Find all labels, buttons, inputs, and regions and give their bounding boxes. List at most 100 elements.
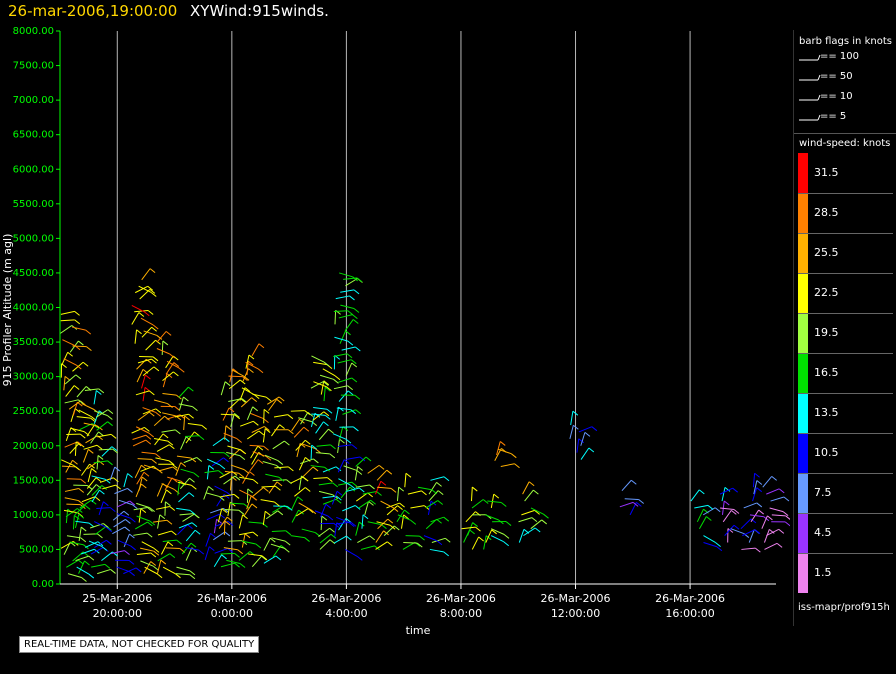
y-tick-label: 6000.00 (13, 164, 54, 175)
wind-barb (117, 539, 131, 547)
wind-barb (136, 369, 144, 383)
wind-barb-flag (326, 386, 332, 392)
speed-swatch (798, 473, 808, 513)
wind-barb-flag (514, 463, 520, 469)
wind-barb-flag (276, 398, 283, 404)
y-tick-label: 7000.00 (13, 95, 54, 106)
wind-barb (220, 413, 235, 416)
wind-barb (339, 272, 353, 278)
wind-barb (764, 542, 778, 550)
wind-barb (161, 483, 175, 490)
wind-barb-flag (149, 390, 155, 396)
wind-barb (72, 515, 75, 530)
wind-barb-flag (146, 532, 153, 538)
wind-barb-flag (164, 415, 170, 421)
wind-barb (429, 548, 444, 553)
wind-barb (320, 380, 325, 395)
wind-barb-flag (493, 493, 500, 499)
wind-barb (240, 397, 252, 408)
barb-legend: == 100 == 50 == 10 == 5 (794, 51, 896, 131)
wind-barb (78, 526, 82, 541)
wind-barb-flag (255, 543, 262, 549)
wind-barb-flag (149, 507, 155, 513)
wind-barb-flag (145, 374, 151, 380)
wind-barb (69, 340, 79, 353)
wind-barb (251, 426, 265, 434)
wind-barb-flag (329, 453, 336, 459)
wind-barb-flag (77, 441, 83, 447)
wind-barb-flag (223, 457, 229, 463)
wind-barb-flag (284, 440, 290, 446)
wind-barb (228, 398, 243, 402)
barb-legend-label: == 10 (820, 91, 853, 102)
wind-barb-flag (784, 521, 790, 527)
wind-barb (143, 330, 158, 336)
wind-barb (133, 506, 148, 511)
wind-barb-flag (750, 518, 757, 524)
wind-barb (206, 458, 221, 466)
y-tick-label: 3000.00 (13, 372, 54, 383)
wind-barb-flag (732, 487, 738, 493)
y-tick-label: 4500.00 (13, 268, 54, 279)
wind-barb-flag (782, 511, 789, 517)
wind-barb (300, 458, 314, 465)
wind-barb (252, 451, 267, 457)
wind-barb-flag (263, 408, 270, 414)
wind-barb-flag (86, 485, 93, 490)
wind-barb (375, 541, 388, 550)
wind-barb (467, 522, 474, 536)
wind-barb (223, 475, 236, 485)
wind-barb (417, 486, 432, 491)
wind-barb (318, 490, 333, 496)
wind-barb (268, 399, 278, 411)
wind-barb-flag (253, 420, 259, 426)
wind-barb (724, 524, 735, 536)
wind-barb-flag (109, 507, 116, 513)
wind-barb (742, 529, 756, 537)
wind-barb (141, 451, 156, 455)
wind-barb-flag (87, 448, 94, 454)
wind-barb-flag (343, 459, 350, 465)
wind-barb (205, 492, 220, 497)
wind-barb-flag (234, 475, 241, 481)
wind-barb (223, 520, 226, 535)
wind-barb (265, 473, 280, 478)
wind-barb-flag (278, 476, 285, 482)
wind-barb-flag (252, 531, 259, 537)
wind-barb-flag (188, 492, 195, 498)
speed-label: 22.5 (814, 286, 839, 299)
wind-barb-flag (351, 481, 358, 487)
wind-barb (181, 542, 192, 555)
wind-barb-flag (358, 521, 365, 527)
wind-barb-flag (141, 476, 148, 482)
speed-swatch (798, 153, 808, 193)
speed-swatch (798, 233, 808, 273)
wind-barb (101, 446, 113, 457)
wind-barb (83, 533, 98, 535)
wind-barb-flag (94, 496, 101, 502)
wind-barb-flag (369, 535, 375, 541)
wind-barb (569, 425, 574, 439)
wind-barb (67, 573, 82, 579)
wind-barb-flag (104, 563, 111, 569)
wind-barb-flag (165, 501, 171, 507)
wind-barb-flag (188, 386, 194, 392)
barb-legend-row: == 50 (794, 71, 896, 91)
wind-barb (178, 522, 193, 529)
wind-barb (318, 482, 333, 486)
wind-barb-flag (437, 490, 444, 496)
wind-barb (261, 485, 276, 488)
wind-barb (270, 543, 285, 549)
wind-barb (425, 518, 437, 530)
wind-barb-flag (172, 355, 179, 361)
wind-barb (335, 295, 350, 300)
wind-barb (251, 343, 260, 357)
wind-barb-flag (90, 499, 97, 505)
wind-barb (84, 388, 99, 391)
wind-barb (96, 507, 111, 509)
wind-barb (211, 457, 224, 467)
x-tick-date: 25-Mar-2006 (82, 592, 152, 605)
wind-barb (386, 502, 400, 509)
speed-scale-divider (798, 233, 893, 234)
wind-barb-flag (277, 510, 284, 516)
